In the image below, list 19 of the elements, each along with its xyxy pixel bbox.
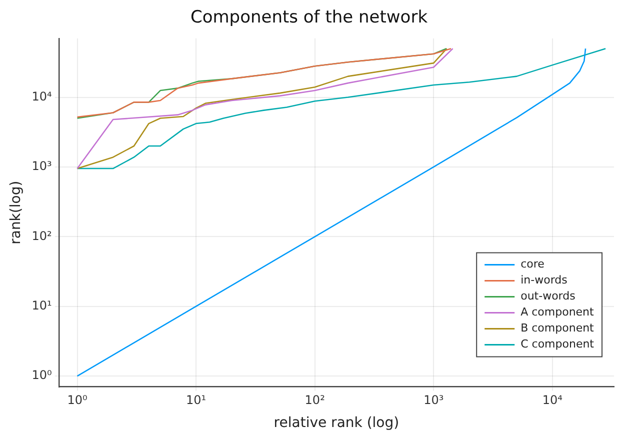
y-tick-label: 10⁰	[32, 368, 52, 382]
legend-label: B component	[520, 322, 595, 335]
legend-label: in-words	[520, 274, 568, 287]
legend-label: out-words	[520, 290, 576, 303]
legend-label: C component	[520, 338, 595, 351]
legend-label: A component	[520, 306, 595, 319]
chart-title: Components of the network	[190, 8, 428, 28]
y-tick-label: 10⁴	[32, 89, 52, 104]
x-tick-label: 10⁰	[67, 393, 88, 408]
y-tick-label: 10²	[32, 228, 52, 243]
y-axis-title: rank(log)	[8, 180, 24, 244]
legend-label: core	[520, 258, 545, 271]
x-tick-label: 10²	[304, 393, 326, 408]
x-tick-label: 10³	[424, 393, 444, 408]
y-tick-label: 10¹	[32, 298, 52, 312]
x-tick-label: 10¹	[186, 393, 206, 408]
x-axis-title: relative rank (log)	[274, 415, 400, 432]
y-tick-label: 10³	[32, 159, 52, 174]
x-tick-label: 10⁴	[542, 393, 563, 408]
